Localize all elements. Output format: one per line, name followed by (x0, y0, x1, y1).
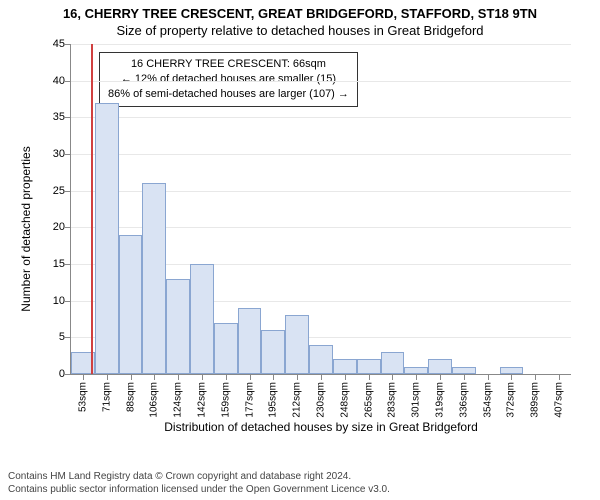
histogram-bar (238, 308, 262, 374)
y-tick-label: 40 (43, 75, 65, 87)
gridline (71, 117, 571, 118)
x-tick (440, 374, 441, 380)
x-tick (83, 374, 84, 380)
chart-container: 16, CHERRY TREE CRESCENT, GREAT BRIDGEFO… (0, 0, 600, 500)
histogram-bar (381, 352, 405, 374)
annotation-line-3: 86% of semi-detached houses are larger (… (108, 87, 349, 102)
x-tick (107, 374, 108, 380)
y-tick-label: 15 (43, 258, 65, 270)
x-tick-label: 372sqm (506, 382, 517, 418)
y-tick (65, 117, 71, 118)
y-tick-label: 0 (43, 368, 65, 380)
x-tick-label: 230sqm (316, 382, 327, 418)
x-tick (297, 374, 298, 380)
x-tick (250, 374, 251, 380)
x-tick (131, 374, 132, 380)
x-tick-label: 88sqm (125, 382, 136, 412)
x-tick-label: 212sqm (292, 382, 303, 418)
y-tick (65, 81, 71, 82)
y-tick (65, 154, 71, 155)
x-tick-label: 283sqm (387, 382, 398, 418)
histogram-bar (500, 367, 524, 374)
x-tick (392, 374, 393, 380)
x-tick-label: 159sqm (220, 382, 231, 418)
histogram-bar (357, 359, 381, 374)
x-tick-label: 71sqm (101, 382, 112, 412)
y-tick-label: 5 (43, 331, 65, 343)
y-tick-label: 45 (43, 38, 65, 50)
histogram-bar (285, 315, 309, 374)
y-tick (65, 264, 71, 265)
x-tick (226, 374, 227, 380)
annotation-line-2: ← 12% of detached houses are smaller (15… (108, 72, 349, 87)
histogram-bar (95, 103, 119, 374)
y-tick-label: 30 (43, 148, 65, 160)
y-tick (65, 374, 71, 375)
x-tick-label: 106sqm (149, 382, 160, 418)
footer-attribution: Contains HM Land Registry data © Crown c… (8, 470, 592, 496)
x-tick (511, 374, 512, 380)
plot-area: 16 CHERRY TREE CRESCENT: 66sqm ← 12% of … (70, 44, 571, 375)
x-tick (202, 374, 203, 380)
x-tick-label: 301sqm (411, 382, 422, 418)
x-tick (416, 374, 417, 380)
x-axis-label: Distribution of detached houses by size … (71, 420, 571, 434)
x-tick-label: 142sqm (196, 382, 207, 418)
y-tick-label: 10 (43, 295, 65, 307)
y-tick-label: 20 (43, 221, 65, 233)
histogram-bar (333, 359, 357, 374)
page-subtitle: Size of property relative to detached ho… (0, 21, 600, 38)
property-marker-line (91, 44, 93, 374)
x-tick-label: 407sqm (554, 382, 565, 418)
histogram-bar (142, 183, 166, 374)
y-tick-label: 35 (43, 111, 65, 123)
gridline (71, 81, 571, 82)
y-tick (65, 227, 71, 228)
histogram-bar (309, 345, 333, 374)
x-tick-label: 319sqm (435, 382, 446, 418)
x-tick (321, 374, 322, 380)
x-tick-label: 53sqm (77, 382, 88, 412)
x-tick (178, 374, 179, 380)
x-tick (464, 374, 465, 380)
y-tick (65, 301, 71, 302)
x-tick-label: 124sqm (173, 382, 184, 418)
y-tick (65, 44, 71, 45)
page-title: 16, CHERRY TREE CRESCENT, GREAT BRIDGEFO… (0, 0, 600, 21)
x-tick-label: 248sqm (339, 382, 350, 418)
histogram-bar (404, 367, 428, 374)
gridline (71, 154, 571, 155)
annotation-line-1: 16 CHERRY TREE CRESCENT: 66sqm (108, 57, 349, 72)
x-tick-label: 354sqm (482, 382, 493, 418)
histogram-bar (428, 359, 452, 374)
gridline (71, 44, 571, 45)
x-tick-label: 389sqm (530, 382, 541, 418)
x-tick-label: 195sqm (268, 382, 279, 418)
annotation-box: 16 CHERRY TREE CRESCENT: 66sqm ← 12% of … (99, 52, 358, 107)
y-tick-label: 25 (43, 185, 65, 197)
y-tick (65, 191, 71, 192)
histogram-bar (166, 279, 190, 374)
x-tick (273, 374, 274, 380)
histogram-bar (452, 367, 476, 374)
histogram-bar (261, 330, 285, 374)
x-tick-label: 265sqm (363, 382, 374, 418)
histogram-bar (119, 235, 143, 374)
histogram-bar (214, 323, 238, 374)
x-tick (535, 374, 536, 380)
footer-line-1: Contains HM Land Registry data © Crown c… (8, 470, 592, 483)
x-tick (154, 374, 155, 380)
histogram-bar (190, 264, 214, 374)
y-tick (65, 337, 71, 338)
x-tick-label: 336sqm (458, 382, 469, 418)
chart-area: Number of detached properties 16 CHERRY … (50, 44, 570, 414)
x-tick-label: 177sqm (244, 382, 255, 418)
x-tick (559, 374, 560, 380)
x-tick (488, 374, 489, 380)
x-tick (345, 374, 346, 380)
y-axis-label: Number of detached properties (19, 146, 33, 311)
footer-line-2: Contains public sector information licen… (8, 483, 592, 496)
x-tick (369, 374, 370, 380)
